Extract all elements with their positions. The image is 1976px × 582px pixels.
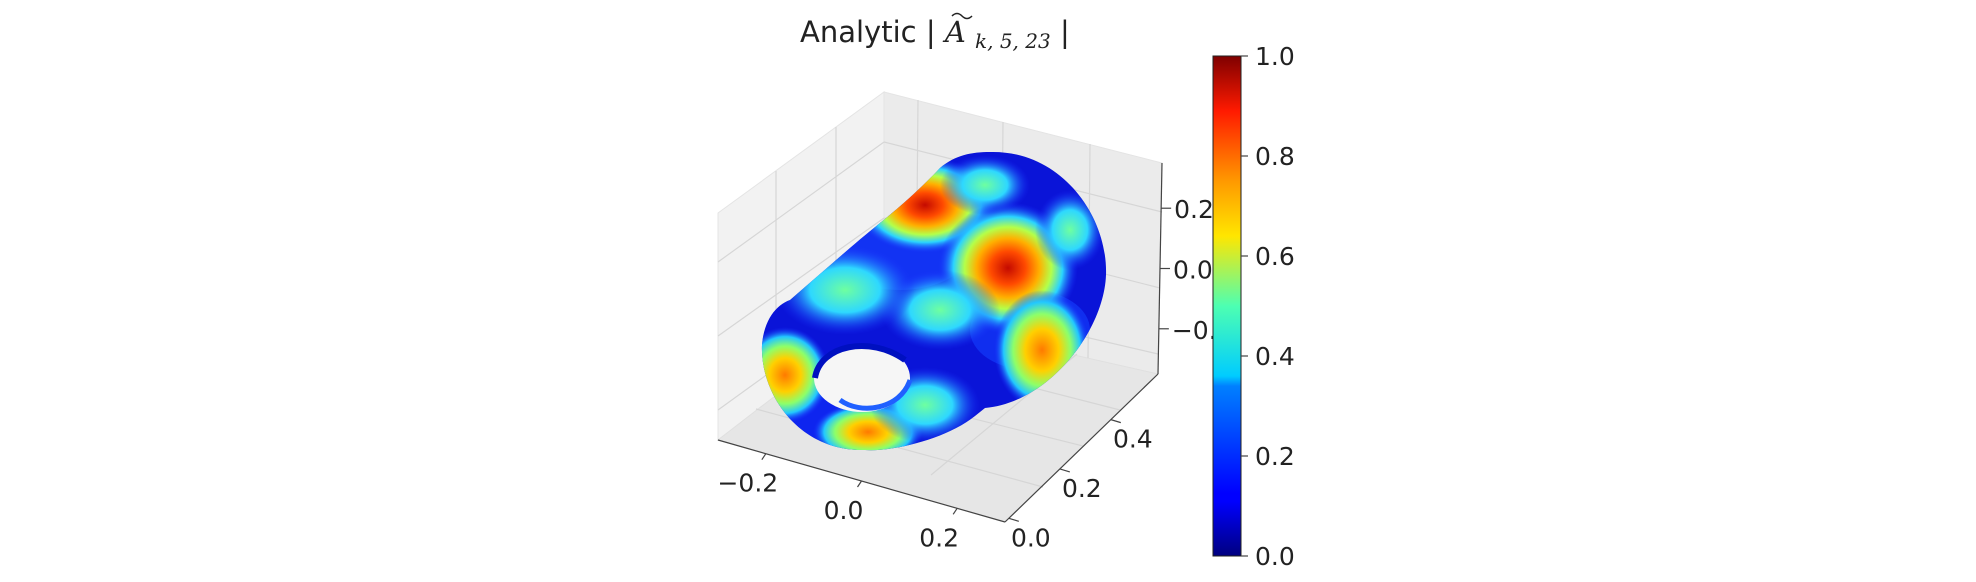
x-axis-tick-mark xyxy=(952,508,958,515)
z-axis-tick-label: 0.0 xyxy=(1173,256,1213,285)
colorbar-tick-label: 0.6 xyxy=(1255,242,1295,271)
colorbar-tick-label: 0.0 xyxy=(1255,542,1295,571)
colorbar-tick-label: 1.0 xyxy=(1255,42,1295,71)
y-axis-tick-label: 0.4 xyxy=(1113,425,1153,454)
colorbar-tick-label: 0.4 xyxy=(1255,342,1295,371)
title-prefix: Analytic xyxy=(800,15,926,49)
y-axis-tick-mark xyxy=(1059,468,1070,473)
y-axis-line xyxy=(1004,373,1159,523)
x-axis-ticks: −0.2 0.0 0.2 xyxy=(717,453,959,552)
title-math-open: | xyxy=(926,15,936,49)
colorbar-tick-label: 0.2 xyxy=(1255,442,1295,471)
y-axis-ticks: 0.0 0.2 0.4 xyxy=(1008,419,1153,552)
colorbar-ticks: 0.0 0.2 0.4 0.6 0.8 1.0 xyxy=(1241,42,1295,571)
colorbar: 0.0 0.2 0.4 0.6 0.8 1.0 xyxy=(1212,42,1295,571)
title-math-base: A xyxy=(942,15,966,49)
x-axis-tick-mark xyxy=(761,453,767,460)
z-axis-tick-label: 0.2 xyxy=(1174,195,1214,224)
y-axis-tick-mark xyxy=(1110,419,1121,424)
y-axis-tick-mark xyxy=(1008,517,1019,522)
title-math-sub: k, 5, 23 xyxy=(975,29,1051,53)
colorbar-tick-label: 0.8 xyxy=(1255,142,1295,171)
surface-hollow xyxy=(814,344,910,412)
x-axis-tick-label: 0.2 xyxy=(919,523,959,552)
surface-blob xyxy=(1035,190,1105,270)
colorbar-gradient xyxy=(1212,55,1242,557)
x-axis-tick-label: −0.2 xyxy=(717,469,778,498)
x-axis-tick-label: 0.0 xyxy=(824,496,864,525)
y-axis-tick-label: 0.0 xyxy=(1011,523,1051,552)
x-axis-tick-mark xyxy=(857,480,862,488)
chart-title: Analytic | A k, 5, 23 | xyxy=(800,15,1070,55)
surface-blob xyxy=(940,155,1030,215)
title-math-close: | xyxy=(1060,15,1070,49)
title-tilde xyxy=(951,12,973,20)
y-axis-tick-label: 0.2 xyxy=(1062,474,1102,503)
